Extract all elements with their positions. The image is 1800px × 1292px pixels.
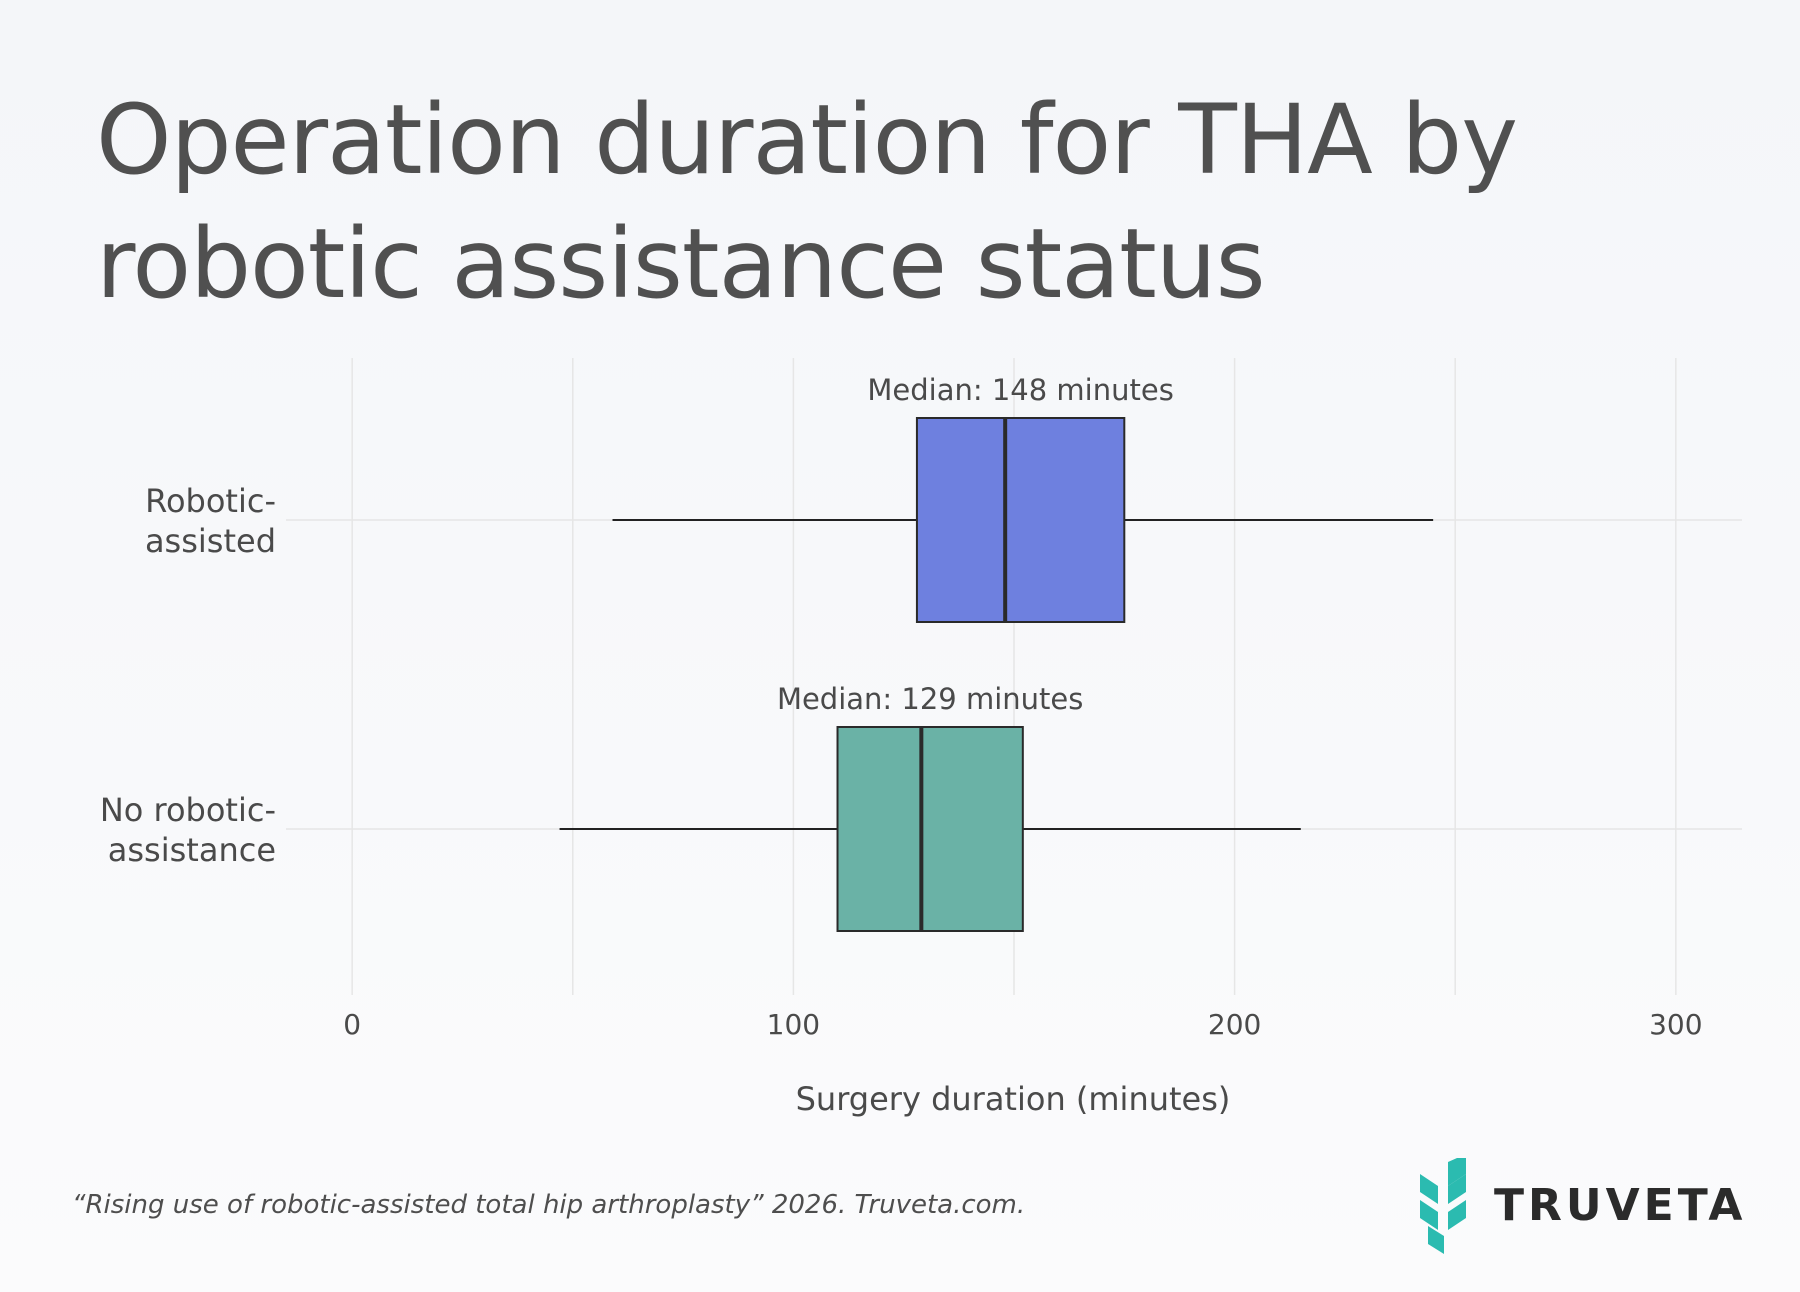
x-tick-label: 100 [767,1008,820,1041]
logo-chevron-right [1448,1200,1466,1230]
x-tick-labels: 0 100 200 300 [343,1008,1702,1041]
x-tick-label: 200 [1208,1008,1261,1041]
category-label-line: assisted [145,522,276,560]
logo-chevron-right [1448,1174,1466,1204]
box-series: Median: 148 minutes Median: 129 minutes [559,373,1434,932]
category-label-line: No robotic- [100,791,276,829]
logo-chevron-left [1420,1174,1438,1204]
median-annotation: Median: 129 minutes [777,682,1083,716]
box-group: Median: 148 minutes [612,373,1434,623]
brand-logo[interactable]: TRUVETA [1418,1158,1748,1254]
category-label-line: assistance [108,831,276,869]
x-axis-label: Surgery duration (minutes) [796,1080,1231,1118]
logo-top-leaf [1448,1158,1466,1186]
median-annotation: Median: 148 minutes [867,373,1173,407]
category-label: No robotic-assistance [100,791,276,869]
truveta-chevron-logo-icon [1420,1158,1466,1254]
category-labels: Robotic-assisted No robotic-assistance [100,482,276,869]
source-citation: “Rising use of robotic-assisted total hi… [72,1190,1026,1220]
iqr-box [836,726,1024,932]
iqr-box [915,417,1126,623]
category-label-line: Robotic- [145,482,276,520]
brand-name: TRUVETA [1494,1180,1747,1231]
x-tick-label: 300 [1649,1008,1702,1041]
logo-chevron-left [1420,1200,1438,1230]
logo-bottom-leaf [1428,1226,1444,1254]
x-tick-label: 0 [343,1008,361,1041]
box-group: Median: 129 minutes [559,682,1301,932]
page-title: Operation duration for THA by robotic as… [96,84,1518,320]
category-label: Robotic-assisted [145,482,276,560]
